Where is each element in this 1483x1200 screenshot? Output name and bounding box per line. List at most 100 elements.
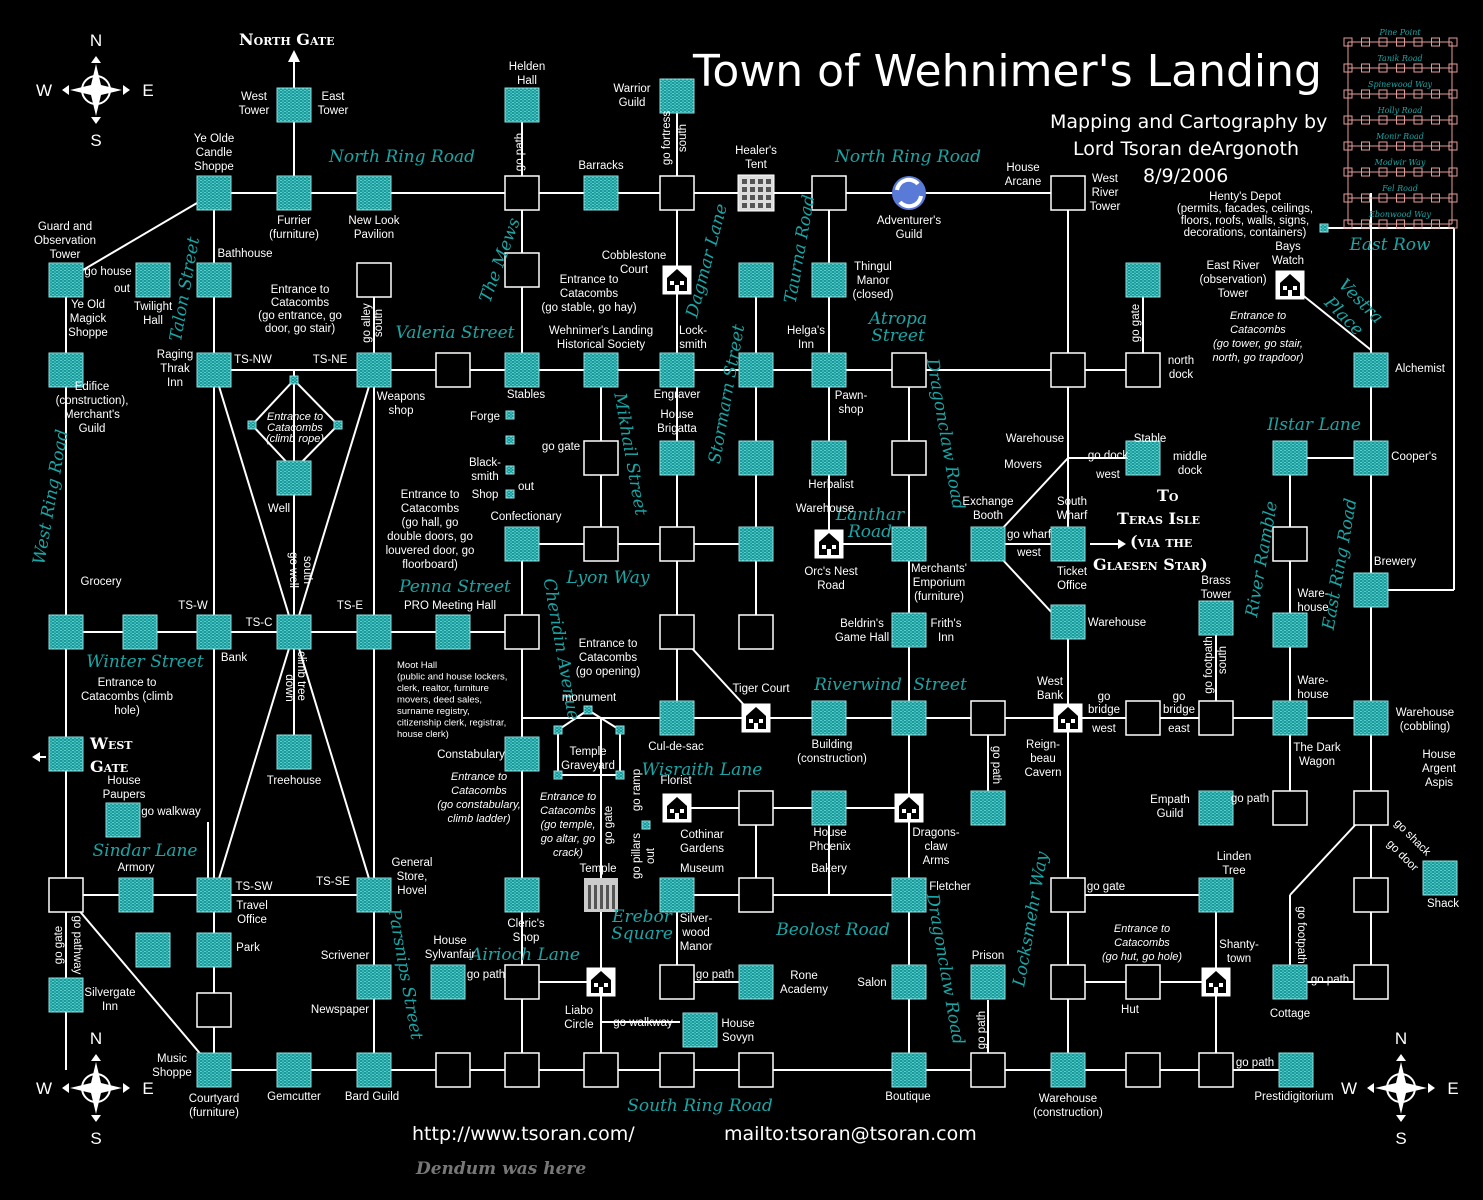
house-icon[interactable] bbox=[814, 529, 844, 559]
room-filled[interactable] bbox=[105, 802, 141, 838]
small-node[interactable] bbox=[505, 489, 515, 499]
room-empty[interactable] bbox=[970, 700, 1006, 736]
small-node[interactable] bbox=[247, 420, 257, 430]
room-empty[interactable] bbox=[1198, 1052, 1234, 1088]
house-icon[interactable] bbox=[741, 703, 771, 733]
small-node[interactable] bbox=[553, 770, 563, 780]
room-filled[interactable] bbox=[1198, 877, 1234, 913]
room-filled[interactable] bbox=[356, 1052, 392, 1088]
room-empty[interactable] bbox=[1125, 700, 1161, 736]
room-empty[interactable] bbox=[738, 1052, 774, 1088]
small-node[interactable] bbox=[333, 420, 343, 430]
room-empty[interactable] bbox=[1125, 352, 1161, 388]
room-empty[interactable] bbox=[1050, 964, 1086, 1000]
room-filled[interactable] bbox=[891, 526, 927, 562]
room-empty[interactable] bbox=[504, 614, 540, 650]
room-filled[interactable] bbox=[1050, 1052, 1086, 1088]
room-filled[interactable] bbox=[659, 700, 695, 736]
room-filled[interactable] bbox=[891, 877, 927, 913]
healers-tent-icon[interactable] bbox=[737, 174, 775, 212]
room-filled[interactable] bbox=[659, 440, 695, 476]
room-empty[interactable] bbox=[583, 526, 619, 562]
small-node[interactable] bbox=[553, 725, 563, 735]
room-filled[interactable] bbox=[1353, 440, 1389, 476]
room-empty[interactable] bbox=[659, 526, 695, 562]
room-filled[interactable] bbox=[738, 964, 774, 1000]
room-filled[interactable] bbox=[811, 440, 847, 476]
room-filled[interactable] bbox=[435, 614, 471, 650]
room-filled[interactable] bbox=[276, 175, 312, 211]
room-filled[interactable] bbox=[1353, 572, 1389, 608]
room-filled[interactable] bbox=[738, 440, 774, 476]
room-filled[interactable] bbox=[891, 700, 927, 736]
temple-icon[interactable] bbox=[584, 878, 618, 912]
room-filled[interactable] bbox=[135, 932, 171, 968]
room-filled[interactable] bbox=[891, 964, 927, 1000]
room-filled[interactable] bbox=[504, 352, 540, 388]
room-filled[interactable] bbox=[1050, 526, 1086, 562]
room-filled[interactable] bbox=[891, 1052, 927, 1088]
room-empty[interactable] bbox=[1050, 352, 1086, 388]
house-icon[interactable] bbox=[662, 793, 692, 823]
room-filled[interactable] bbox=[356, 614, 392, 650]
room-filled[interactable] bbox=[1198, 790, 1234, 826]
room-filled[interactable] bbox=[1125, 440, 1161, 476]
room-filled[interactable] bbox=[738, 262, 774, 298]
small-node[interactable] bbox=[615, 770, 625, 780]
room-filled[interactable] bbox=[1422, 860, 1458, 896]
room-filled[interactable] bbox=[48, 352, 84, 388]
room-filled[interactable] bbox=[659, 352, 695, 388]
room-empty[interactable] bbox=[504, 964, 540, 1000]
room-empty[interactable] bbox=[1353, 790, 1389, 826]
small-node[interactable] bbox=[1319, 223, 1329, 233]
small-node[interactable] bbox=[289, 375, 299, 385]
room-filled[interactable] bbox=[1272, 964, 1308, 1000]
room-filled[interactable] bbox=[970, 526, 1006, 562]
room-empty[interactable] bbox=[435, 352, 471, 388]
room-empty[interactable] bbox=[196, 992, 232, 1028]
house-icon[interactable] bbox=[662, 265, 692, 295]
room-filled[interactable] bbox=[196, 614, 232, 650]
room-empty[interactable] bbox=[1050, 175, 1086, 211]
room-empty[interactable] bbox=[583, 1052, 619, 1088]
room-filled[interactable] bbox=[738, 526, 774, 562]
room-filled[interactable] bbox=[1050, 604, 1086, 640]
room-filled[interactable] bbox=[659, 78, 695, 114]
room-empty[interactable] bbox=[891, 352, 927, 388]
room-empty[interactable] bbox=[1353, 877, 1389, 913]
room-empty[interactable] bbox=[1125, 964, 1161, 1000]
room-empty[interactable] bbox=[356, 262, 392, 298]
room-filled[interactable] bbox=[811, 352, 847, 388]
room-empty[interactable] bbox=[811, 175, 847, 211]
room-empty[interactable] bbox=[1353, 964, 1389, 1000]
room-empty[interactable] bbox=[1050, 877, 1086, 913]
room-filled[interactable] bbox=[196, 262, 232, 298]
room-empty[interactable] bbox=[738, 790, 774, 826]
house-icon[interactable] bbox=[1053, 703, 1083, 733]
room-empty[interactable] bbox=[738, 614, 774, 650]
small-node[interactable] bbox=[615, 725, 625, 735]
room-filled[interactable] bbox=[196, 352, 232, 388]
room-empty[interactable] bbox=[738, 877, 774, 913]
room-filled[interactable] bbox=[48, 977, 84, 1013]
room-empty[interactable] bbox=[659, 964, 695, 1000]
room-filled[interactable] bbox=[659, 877, 695, 913]
room-empty[interactable] bbox=[659, 1052, 695, 1088]
small-node[interactable] bbox=[641, 820, 651, 830]
room-filled[interactable] bbox=[1272, 440, 1308, 476]
room-filled[interactable] bbox=[504, 526, 540, 562]
room-filled[interactable] bbox=[583, 352, 619, 388]
room-filled[interactable] bbox=[970, 964, 1006, 1000]
room-filled[interactable] bbox=[48, 736, 84, 772]
room-filled[interactable] bbox=[1353, 352, 1389, 388]
room-filled[interactable] bbox=[276, 460, 312, 496]
room-empty[interactable] bbox=[435, 1052, 471, 1088]
room-filled[interactable] bbox=[48, 262, 84, 298]
room-empty[interactable] bbox=[659, 175, 695, 211]
room-filled[interactable] bbox=[196, 175, 232, 211]
room-filled[interactable] bbox=[504, 877, 540, 913]
house-icon[interactable] bbox=[586, 967, 616, 997]
house-icon[interactable] bbox=[1275, 270, 1305, 300]
room-filled[interactable] bbox=[356, 877, 392, 913]
room-filled[interactable] bbox=[504, 87, 540, 123]
